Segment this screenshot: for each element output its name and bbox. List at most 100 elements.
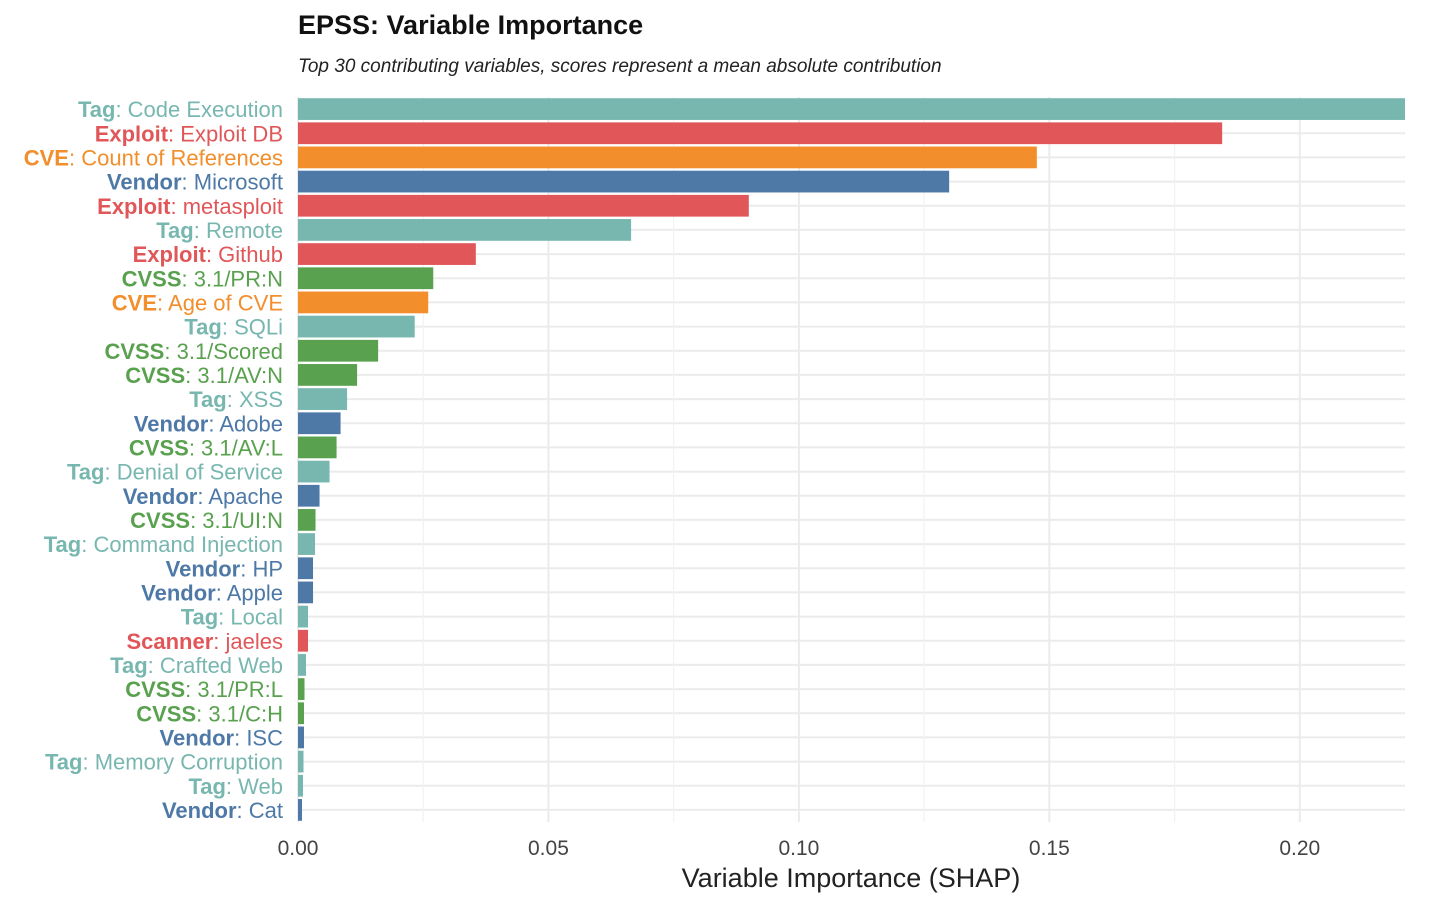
category-name: Cat <box>249 798 283 823</box>
x-axis-label: Variable Importance (SHAP) <box>682 863 1021 893</box>
category-group: CVE <box>24 145 69 170</box>
category-label: Exploit: Github <box>133 242 283 267</box>
category-label: CVSS: 3.1/Scored <box>104 339 283 364</box>
category-group: Tag <box>110 653 147 678</box>
category-group: Vendor <box>162 798 237 823</box>
category-label: Vendor: HP <box>166 556 283 581</box>
bar-vendor-microsoft <box>298 170 950 193</box>
x-tick-label: 0.00 <box>278 837 319 860</box>
category-label: Tag: Web <box>188 774 283 799</box>
bar-tag-command-injection <box>298 533 316 555</box>
bar-exploit-github <box>298 243 476 265</box>
category-group: CVE <box>112 290 157 315</box>
category-group: Exploit <box>97 194 171 219</box>
bar-cvss-3-1-pr-l <box>298 678 305 700</box>
bar-vendor-isc <box>298 726 305 749</box>
category-group: Scanner <box>126 629 213 654</box>
category-label: Vendor: Apache <box>123 484 283 509</box>
category-label: Scanner: jaeles <box>126 629 283 654</box>
category-group: Vendor <box>160 725 235 750</box>
bar-vendor-cat <box>298 799 303 821</box>
x-tick-label: 0.20 <box>1279 837 1320 860</box>
category-name: 3.1/AV:L <box>201 435 283 460</box>
category-label: Vendor: Apple <box>141 580 283 605</box>
category-label: Exploit: metasploit <box>97 194 283 219</box>
category-group: Tag <box>184 315 221 340</box>
bar-cvss-3-1-ui-n <box>298 509 316 531</box>
category-label: Tag: Memory Corruption <box>45 750 283 775</box>
category-name: ISC <box>246 725 283 750</box>
bar-tag-local <box>298 605 309 628</box>
category-name: Count of References <box>81 145 283 170</box>
bar-tag-code-execution <box>298 98 1405 120</box>
category-name: SQLi <box>234 315 283 340</box>
category-label: Vendor: ISC <box>160 725 284 750</box>
category-group: CVSS <box>130 508 190 533</box>
category-group: Tag <box>188 774 225 799</box>
bar-cvss-3-1-pr-n <box>298 267 434 290</box>
category-label: CVSS: 3.1/PR:L <box>125 677 283 702</box>
bar-tag-remote <box>298 219 632 241</box>
category-name: 3.1/Scored <box>177 339 283 364</box>
category-group: Tag <box>156 218 193 243</box>
bar-exploit-exploit-db <box>298 122 1223 145</box>
category-name: Github <box>218 242 283 267</box>
bar-vendor-adobe <box>298 412 341 435</box>
x-tick-label: 0.15 <box>1029 837 1070 860</box>
category-name: Crafted Web <box>160 653 283 678</box>
category-name: 3.1/AV:N <box>197 363 283 388</box>
bar-cvss-3-1-c-h <box>298 702 305 725</box>
category-label: Tag: XSS <box>189 387 283 412</box>
bar-cvss-3-1-av-n <box>298 364 358 386</box>
category-label: Vendor: Microsoft <box>107 170 283 195</box>
category-group: Exploit <box>133 242 207 267</box>
category-name: Remote <box>206 218 283 243</box>
category-name: Code Execution <box>128 97 283 122</box>
category-name: metasploit <box>183 194 283 219</box>
category-label: Vendor: Adobe <box>134 411 283 436</box>
category-name: Exploit DB <box>180 121 283 146</box>
category-label: CVSS: 3.1/AV:N <box>125 363 283 388</box>
category-name: Command Injection <box>93 532 283 557</box>
bar-cve-count-of-references <box>298 146 1037 169</box>
category-label: CVSS: 3.1/PR:N <box>122 266 283 291</box>
x-axis-ticks: 0.00 0.05 0.10 0.15 0.20 <box>278 837 1321 860</box>
category-name: Apple <box>227 580 283 605</box>
bar-vendor-apache <box>298 484 320 507</box>
category-group: Tag <box>67 460 104 485</box>
category-label: CVSS: 3.1/UI:N <box>130 508 283 533</box>
category-label: CVE: Count of References <box>24 145 283 170</box>
category-group: Tag <box>181 605 218 630</box>
category-name: HP <box>252 556 283 581</box>
bars <box>298 98 1405 821</box>
category-name: Memory Corruption <box>95 750 283 775</box>
category-group: CVSS <box>125 363 185 388</box>
category-group: Tag <box>44 532 81 557</box>
category-label: CVSS: 3.1/AV:L <box>129 435 283 460</box>
category-name: 3.1/UI:N <box>202 508 283 533</box>
bar-tag-crafted-web <box>298 654 307 676</box>
bar-tag-denial-of-service <box>298 460 330 483</box>
category-name: Denial of Service <box>117 460 283 485</box>
category-name: Web <box>238 774 283 799</box>
bar-tag-web <box>298 774 304 797</box>
category-name: 3.1/C:H <box>208 701 283 726</box>
category-label: Tag: Crafted Web <box>110 653 283 678</box>
category-group: CVSS <box>129 435 189 460</box>
category-group: Tag <box>78 97 115 122</box>
bar-cvss-3-1-av-l <box>298 436 337 459</box>
category-name: Microsoft <box>194 170 283 195</box>
chart-subtitle: Top 30 contributing variables, scores re… <box>298 56 942 77</box>
category-name: Adobe <box>219 411 283 436</box>
category-group: CVSS <box>125 677 185 702</box>
category-name: Age of CVE <box>168 290 283 315</box>
category-label: Tag: Remote <box>156 218 283 243</box>
category-label: Vendor: Cat <box>162 798 283 823</box>
category-label: Tag: SQLi <box>184 315 283 340</box>
category-group: Vendor <box>134 411 209 436</box>
bar-cvss-3-1-scored <box>298 339 379 362</box>
category-group: CVSS <box>104 339 164 364</box>
bar-vendor-hp <box>298 557 314 580</box>
category-name: Local <box>230 605 283 630</box>
